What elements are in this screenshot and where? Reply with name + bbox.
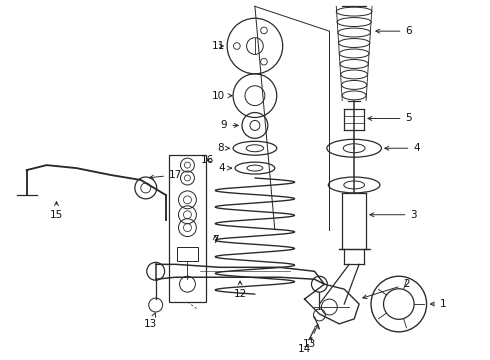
- Bar: [176, 247, 198, 261]
- Text: 15: 15: [50, 202, 63, 220]
- Text: 10: 10: [212, 91, 232, 101]
- Bar: [169, 155, 206, 302]
- Text: 4: 4: [385, 143, 420, 153]
- Text: 5: 5: [368, 113, 412, 123]
- Text: 4: 4: [219, 163, 231, 173]
- Text: 6: 6: [376, 26, 412, 36]
- Text: 13: 13: [144, 313, 157, 329]
- Text: 14: 14: [298, 338, 312, 354]
- Text: 12: 12: [233, 281, 246, 299]
- Text: 16: 16: [201, 155, 214, 165]
- Text: 9: 9: [221, 121, 238, 130]
- Text: 1: 1: [430, 299, 447, 309]
- Text: 3: 3: [370, 210, 417, 220]
- Text: 11: 11: [212, 41, 225, 51]
- Text: 13: 13: [303, 324, 318, 349]
- Text: 8: 8: [217, 143, 229, 153]
- Text: 7: 7: [212, 234, 219, 244]
- Text: 17: 17: [149, 170, 182, 180]
- Text: 2: 2: [363, 279, 410, 298]
